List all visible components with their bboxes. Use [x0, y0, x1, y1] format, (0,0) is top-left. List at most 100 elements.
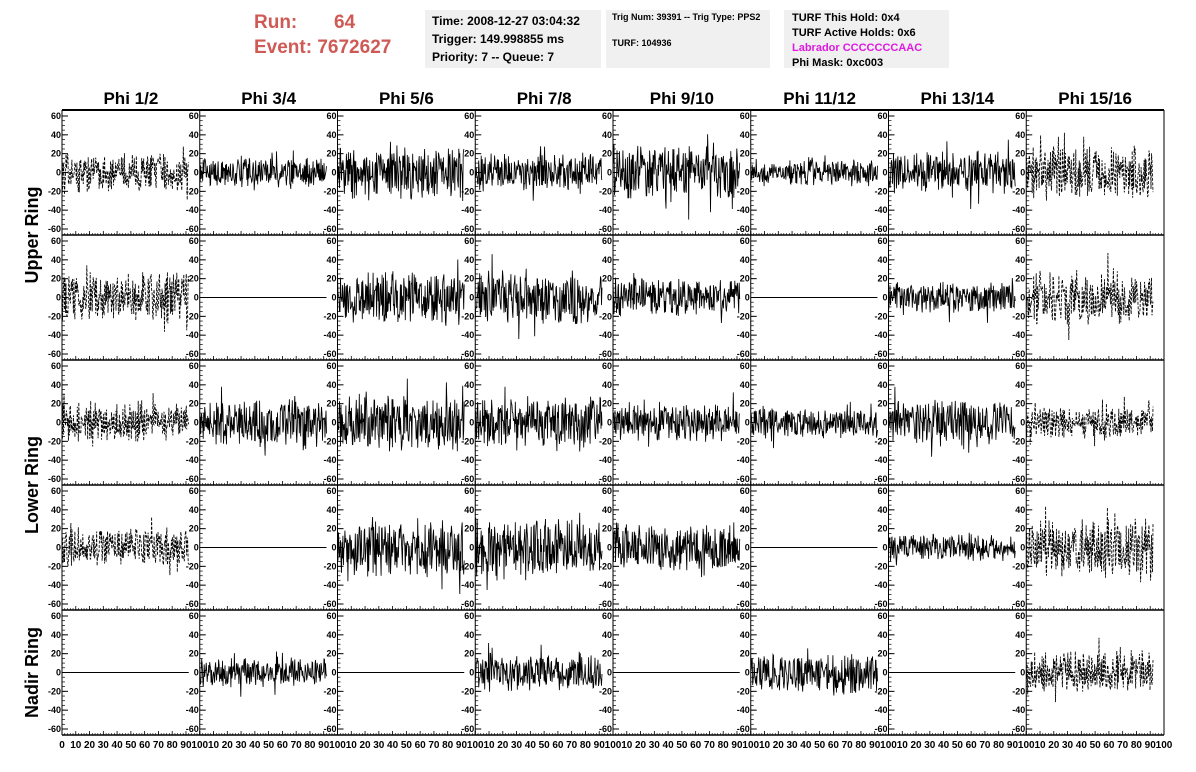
y-tick-label: 0 — [882, 543, 887, 553]
x-tick-label: 40 — [112, 740, 124, 751]
y-tick-label: -20 — [599, 186, 612, 196]
x-tick-label: 20 — [635, 740, 647, 751]
column-title: Phi 3/4 — [241, 89, 296, 108]
y-tick-label: -40 — [186, 705, 199, 715]
waveform-trace — [474, 512, 603, 591]
y-tick-label: -60 — [1012, 349, 1025, 359]
y-tick-label: -40 — [599, 580, 612, 590]
y-tick-label: 20 — [51, 399, 61, 409]
y-tick-label: -60 — [874, 349, 887, 359]
y-tick-label: -60 — [48, 349, 61, 359]
y-tick-label: -40 — [461, 580, 474, 590]
y-tick-label: 60 — [740, 611, 750, 621]
y-tick-label: 20 — [51, 149, 61, 159]
x-tick-label: 70 — [704, 740, 716, 751]
y-tick-label: 20 — [602, 649, 612, 659]
y-tick-label: 40 — [602, 255, 612, 265]
x-tick-label: 30 — [924, 740, 936, 751]
column-title: Phi 7/8 — [517, 89, 572, 108]
y-tick-label: -40 — [323, 455, 336, 465]
x-tick-label: 20 — [359, 740, 371, 751]
y-tick-label: 20 — [189, 649, 199, 659]
x-tick-label: 100 — [605, 740, 622, 751]
y-tick-label: 20 — [602, 399, 612, 409]
y-tick-label: -40 — [186, 205, 199, 215]
x-tick-label: 50 — [125, 740, 137, 751]
x-tick-label: 100 — [467, 740, 484, 751]
y-tick-label: -60 — [1012, 724, 1025, 734]
x-tick-label: 30 — [98, 740, 110, 751]
y-tick-label: 20 — [877, 399, 887, 409]
y-tick-label: 20 — [740, 649, 750, 659]
y-tick-label: -20 — [461, 436, 474, 446]
y-tick-label: 40 — [189, 130, 199, 140]
x-tick-label: 40 — [249, 740, 261, 751]
y-tick-label: -20 — [1012, 561, 1025, 571]
y-tick-label: 60 — [189, 611, 199, 621]
y-tick-label: -20 — [323, 186, 336, 196]
x-tick-label: 20 — [1048, 740, 1060, 751]
y-tick-label: -60 — [323, 724, 336, 734]
waveform-trace — [474, 386, 603, 452]
waveform-trace — [888, 139, 1016, 210]
y-tick-label: -40 — [48, 580, 61, 590]
y-tick-label: -20 — [48, 436, 61, 446]
x-tick-label: 60 — [828, 740, 840, 751]
y-tick-label: -40 — [1012, 330, 1025, 340]
waveform-trace — [888, 277, 1016, 323]
y-tick-label: 20 — [189, 149, 199, 159]
y-tick-label: -20 — [599, 686, 612, 696]
y-tick-label: -60 — [48, 224, 61, 234]
x-tick-label: 50 — [401, 740, 413, 751]
y-tick-label: 40 — [740, 505, 750, 515]
x-tick-label: 10 — [897, 740, 909, 751]
y-tick-label: 0 — [607, 418, 612, 428]
x-tick-label: 20 — [222, 740, 234, 751]
y-tick-label: -20 — [599, 311, 612, 321]
y-tick-label: 40 — [740, 130, 750, 140]
y-tick-label: 40 — [464, 630, 474, 640]
y-tick-label: -60 — [737, 349, 750, 359]
waveform-trace — [61, 516, 190, 576]
y-tick-label: -40 — [599, 205, 612, 215]
x-tick-label: 40 — [800, 740, 812, 751]
x-tick-label: 70 — [1117, 740, 1129, 751]
waveform-trace — [337, 378, 465, 452]
y-tick-label: -20 — [874, 186, 887, 196]
y-tick-label: 0 — [56, 668, 61, 678]
y-tick-label: 60 — [51, 236, 61, 246]
y-tick-label: 0 — [745, 293, 750, 303]
x-tick-label: 100 — [880, 740, 897, 751]
waveform-trace — [1025, 506, 1154, 583]
y-tick-label: -60 — [1012, 224, 1025, 234]
y-tick-label: 20 — [464, 524, 474, 534]
waveform-trace — [61, 393, 190, 447]
y-tick-label: 0 — [469, 168, 474, 178]
y-tick-label: 40 — [602, 380, 612, 390]
y-tick-label: 20 — [1015, 399, 1025, 409]
y-tick-label: 40 — [602, 505, 612, 515]
x-tick-label: 70 — [428, 740, 440, 751]
y-tick-label: 20 — [464, 274, 474, 284]
y-tick-label: 40 — [877, 130, 887, 140]
y-tick-label: 60 — [1015, 361, 1025, 371]
y-tick-label: 0 — [56, 293, 61, 303]
y-tick-label: 20 — [877, 524, 887, 534]
y-tick-label: 40 — [189, 255, 199, 265]
y-tick-label: -40 — [1012, 205, 1025, 215]
y-tick-label: 40 — [464, 130, 474, 140]
y-tick-label: 0 — [469, 293, 474, 303]
y-tick-label: 40 — [326, 130, 336, 140]
y-tick-label: -20 — [1012, 436, 1025, 446]
y-tick-label: -60 — [186, 599, 199, 609]
waveform-trace — [1025, 637, 1154, 703]
waveform-trace — [1025, 396, 1154, 447]
y-tick-label: 20 — [326, 524, 336, 534]
y-tick-label: -60 — [737, 599, 750, 609]
waveform-trace — [888, 386, 1016, 457]
y-tick-label: -20 — [186, 561, 199, 571]
y-tick-label: -60 — [48, 724, 61, 734]
y-tick-label: 40 — [326, 255, 336, 265]
y-tick-label: 20 — [51, 274, 61, 284]
y-tick-label: -40 — [461, 205, 474, 215]
